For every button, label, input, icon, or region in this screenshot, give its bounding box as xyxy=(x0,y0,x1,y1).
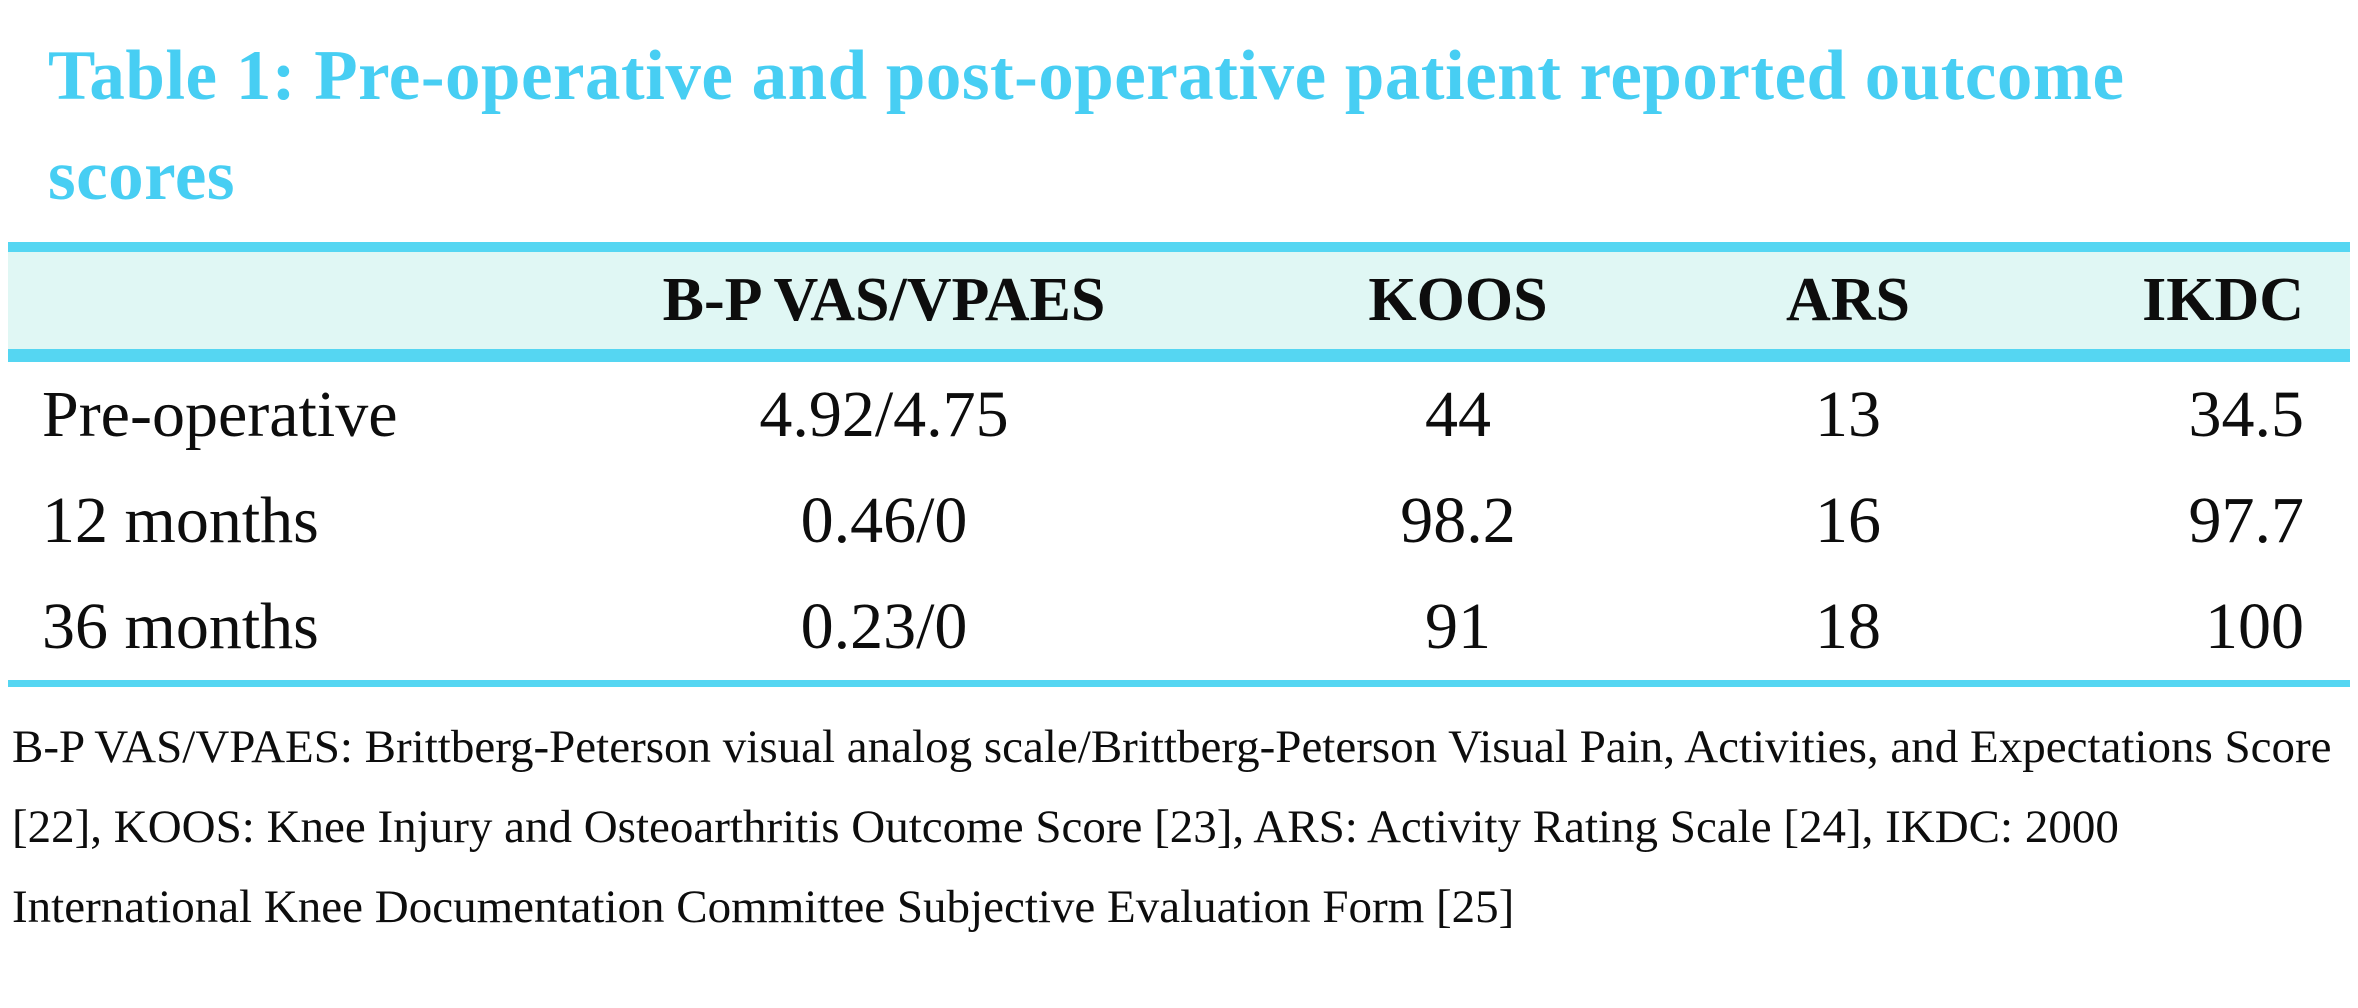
table-cell: 4.92/4.75 xyxy=(520,355,1248,468)
row-label: Pre-operative xyxy=(8,355,520,468)
outcomes-table: B-P VAS/VPAES KOOS ARS IKDC Pre-operativ… xyxy=(8,242,2350,687)
table-cell: 34.5 xyxy=(2028,355,2350,468)
table-header-row: B-P VAS/VPAES KOOS ARS IKDC xyxy=(8,247,2350,362)
column-header-empty xyxy=(8,247,520,362)
table-cell: 0.46/0 xyxy=(520,468,1248,574)
table-row: Pre-operative 4.92/4.75 44 13 34.5 xyxy=(8,355,2350,468)
table-row: 12 months 0.46/0 98.2 16 97.7 xyxy=(8,468,2350,574)
table-cell: 91 xyxy=(1248,574,1668,684)
table-cell: 44 xyxy=(1248,355,1668,468)
table-footnote: B-P VAS/VPAES: Brittberg-Peterson visual… xyxy=(12,721,2332,933)
table-row: 36 months 0.23/0 91 18 100 xyxy=(8,574,2350,684)
table-cell: 97.7 xyxy=(2028,468,2350,574)
table-cell: 100 xyxy=(2028,574,2350,684)
table-cell: 13 xyxy=(1668,355,2028,468)
column-header-bp-vas: B-P VAS/VPAES xyxy=(520,247,1248,362)
table-title: Table 1: Pre-operative and post-operativ… xyxy=(48,37,2125,215)
row-label: 12 months xyxy=(8,468,520,574)
table-cell: 18 xyxy=(1668,574,2028,684)
table-cell: 0.23/0 xyxy=(520,574,1248,684)
column-header-ars: ARS xyxy=(1668,247,2028,362)
column-header-ikdc: IKDC xyxy=(2028,247,2350,362)
row-label: 36 months xyxy=(8,574,520,684)
column-header-koos: KOOS xyxy=(1248,247,1668,362)
table-cell: 16 xyxy=(1668,468,2028,574)
table-cell: 98.2 xyxy=(1248,468,1668,574)
